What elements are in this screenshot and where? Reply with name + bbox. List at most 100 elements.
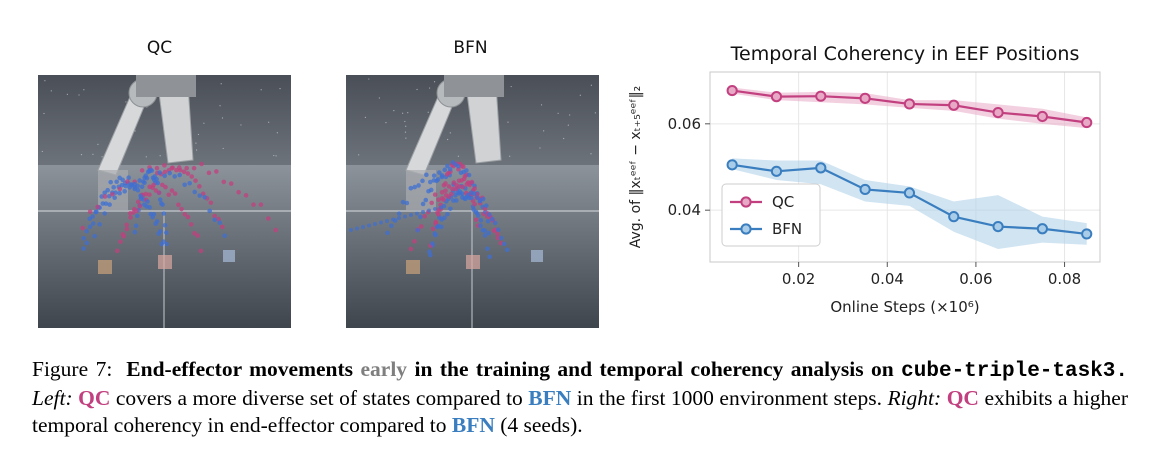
- trajectory-point: [199, 161, 204, 167]
- trajectory-point: [373, 222, 377, 226]
- star: [80, 154, 83, 156]
- trajectory-point: [80, 225, 86, 231]
- data-point-bfn: [1081, 228, 1093, 240]
- trajectory-point: [188, 222, 194, 227]
- trajectory-point: [495, 227, 501, 233]
- star: [407, 112, 409, 114]
- data-point-qc: [726, 84, 738, 97]
- star: [447, 138, 449, 141]
- trajectory-point: [482, 233, 488, 238]
- trajectory-point: [221, 179, 227, 185]
- trajectory-point: [489, 216, 495, 222]
- right-panel-title: BFN: [453, 38, 488, 58]
- trajectory-point: [460, 164, 466, 170]
- trajectory-point: [385, 230, 390, 236]
- star: [276, 132, 278, 134]
- star: [43, 112, 45, 115]
- trajectory-point: [498, 235, 504, 241]
- data-point-qc: [770, 91, 783, 103]
- trajectory-point: [117, 186, 123, 192]
- caption-left: Left:: [32, 386, 73, 410]
- data-point-bfn: [859, 183, 871, 196]
- trajectory-point: [126, 175, 131, 180]
- star: [240, 124, 242, 126]
- trajectory-point: [436, 197, 441, 202]
- robot-base: [136, 75, 196, 97]
- caption-text-3: exhibits a higher temporal coherency in …: [32, 386, 1128, 437]
- trajectory-point: [485, 246, 490, 252]
- star: [405, 125, 407, 127]
- data-point-bfn: [815, 162, 827, 174]
- star: [449, 132, 451, 134]
- trajectory-point: [179, 206, 184, 212]
- trajectory-point: [457, 191, 462, 196]
- trajectory-point: [151, 211, 157, 217]
- trajectory-point: [87, 209, 93, 214]
- trajectory-point: [103, 201, 109, 206]
- trajectory-point: [120, 177, 125, 183]
- trajectory-point: [189, 174, 195, 179]
- trajectory-point: [445, 163, 450, 169]
- trajectory-point: [379, 220, 383, 225]
- trajectory-point: [441, 197, 446, 202]
- star: [385, 122, 387, 124]
- trajectory-point: [169, 188, 175, 193]
- chart-title: Temporal Coherency in EEF Positions: [730, 43, 1080, 65]
- trajectory-point: [132, 181, 137, 187]
- trajectory-point: [220, 224, 225, 230]
- caption-bold-a: End-effector movements: [126, 357, 354, 381]
- robot-base: [444, 75, 504, 97]
- trajectory-point: [443, 181, 448, 186]
- trajectory-point: [448, 191, 454, 197]
- trajectory-point: [397, 216, 401, 220]
- star: [78, 94, 80, 96]
- trajectory-point: [108, 179, 113, 185]
- trajectory-point: [266, 216, 271, 221]
- trajectory-point: [409, 213, 413, 217]
- star: [159, 155, 161, 157]
- trajectory-point: [208, 200, 214, 206]
- star: [134, 130, 136, 132]
- trajectory-point: [124, 222, 130, 228]
- star: [433, 81, 436, 83]
- trajectory-point: [403, 214, 407, 219]
- trajectory-point: [81, 246, 86, 251]
- caption-right: Right:: [887, 386, 942, 410]
- trajectory-point: [162, 173, 167, 179]
- trajectory-point: [152, 174, 157, 179]
- trajectory-point: [117, 190, 122, 196]
- trajectory-point: [442, 167, 448, 173]
- data-point-bfn: [903, 187, 916, 199]
- star: [569, 114, 571, 116]
- trajectory-point: [495, 231, 500, 237]
- trajectory-point: [206, 170, 212, 176]
- trajectory-point: [102, 190, 107, 196]
- trajectory-point: [161, 239, 166, 244]
- trajectory-point: [105, 187, 110, 193]
- trajectory-point: [228, 181, 234, 186]
- qc-trajectory-image: [38, 75, 291, 328]
- star: [539, 147, 541, 149]
- trajectory-point: [111, 185, 116, 190]
- star: [219, 105, 221, 107]
- trajectory-point: [163, 184, 168, 190]
- trajectory-point: [138, 194, 144, 199]
- trajectory-point: [454, 182, 459, 188]
- trajectory-point: [453, 186, 459, 192]
- caption-text-2: in the first 1000 environment steps.: [576, 386, 882, 410]
- trajectory-point: [431, 173, 437, 178]
- star: [203, 122, 205, 124]
- trajectory-point: [430, 226, 436, 232]
- trajectory-point: [492, 220, 498, 226]
- data-point-bfn: [770, 165, 783, 177]
- trajectory-point: [475, 213, 481, 218]
- trajectory-point: [420, 201, 426, 207]
- trajectory-point: [142, 180, 147, 186]
- cube: [223, 250, 235, 262]
- trajectory-point: [134, 213, 140, 219]
- data-point-qc: [903, 98, 916, 110]
- trajectory-point: [439, 173, 445, 178]
- star: [457, 155, 459, 157]
- cube: [98, 260, 112, 274]
